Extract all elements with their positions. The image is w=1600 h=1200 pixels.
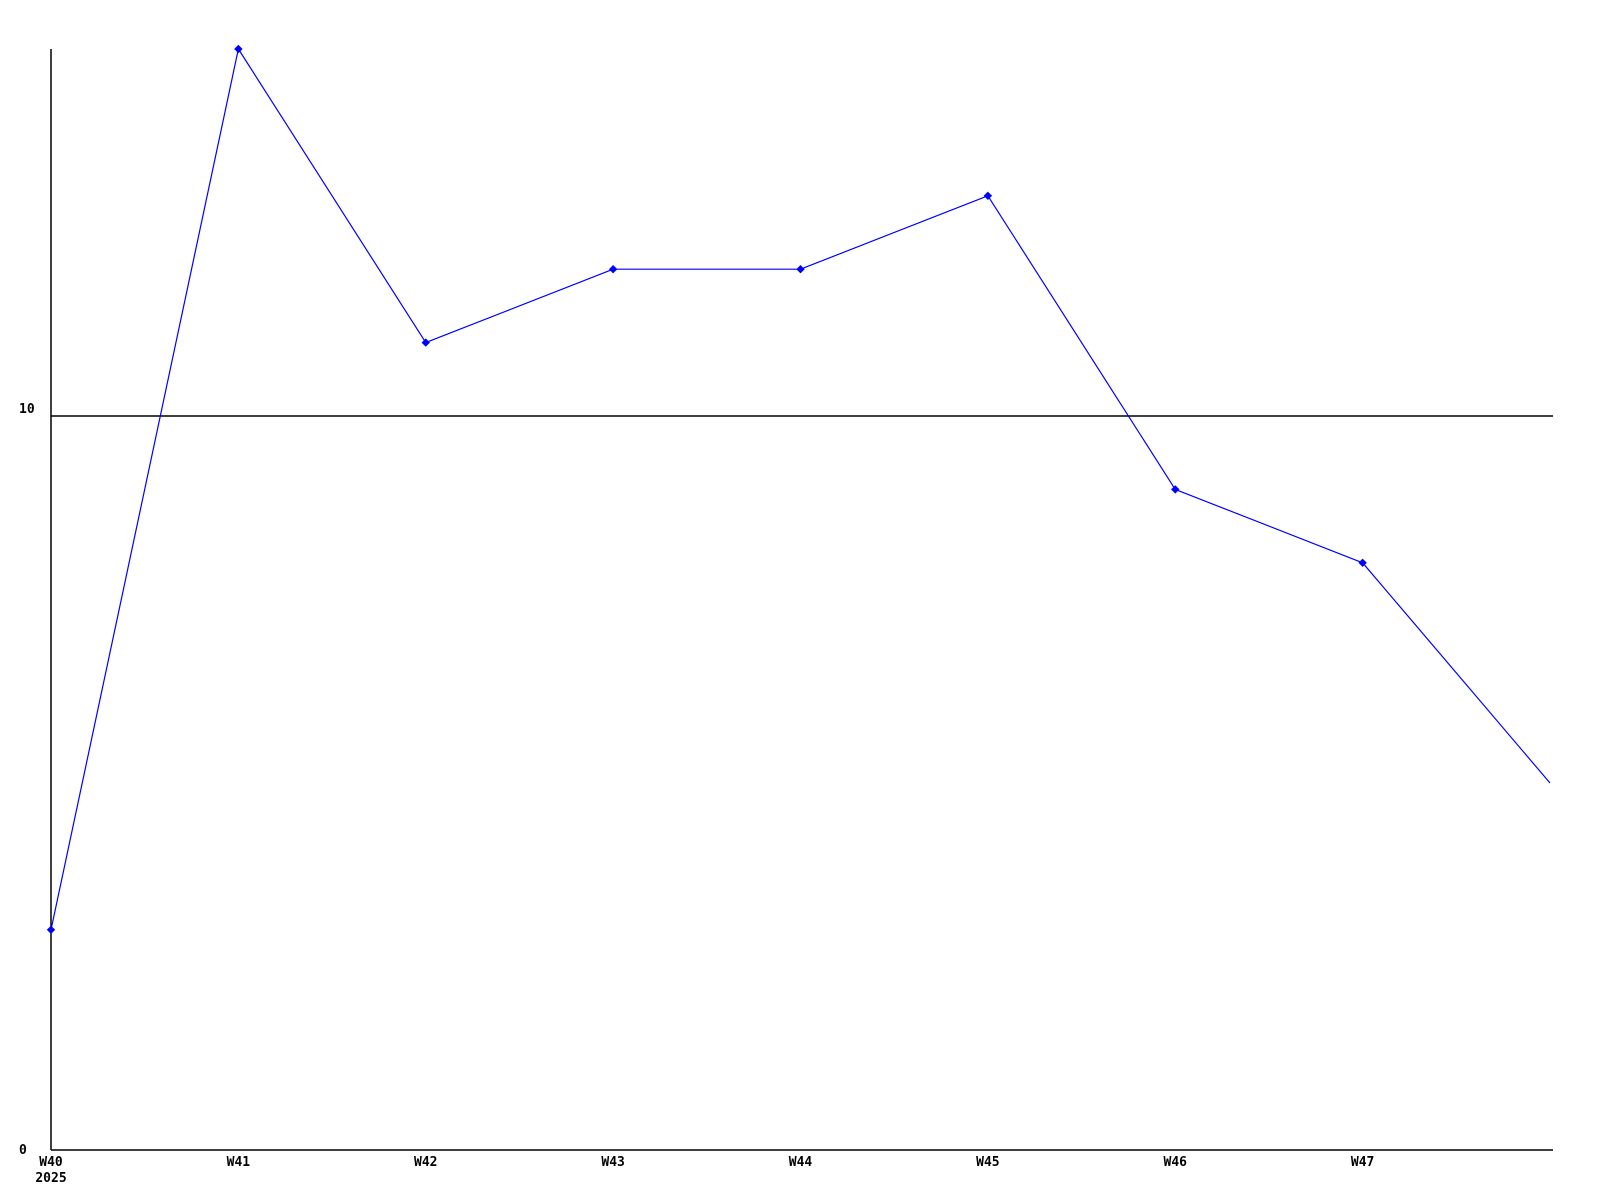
data-point-marker xyxy=(608,264,618,274)
data-point-marker xyxy=(234,44,243,54)
data-point-marker xyxy=(1358,558,1367,568)
data-point-marker xyxy=(796,264,805,274)
x-axis-year-label: 2025 xyxy=(35,1171,66,1186)
data-line xyxy=(50,48,1551,930)
x-tick-label: W42 xyxy=(414,1155,437,1170)
x-tick-label: W47 xyxy=(1351,1155,1374,1170)
y-tick-label: 10 xyxy=(19,402,35,417)
y-tick-label: 0 xyxy=(19,1143,27,1158)
data-point-marker xyxy=(1171,485,1180,494)
x-tick-label: W40 xyxy=(39,1155,63,1170)
data-point-marker xyxy=(983,191,993,201)
x-tick-label: W43 xyxy=(601,1155,624,1170)
x-tick-label: W45 xyxy=(976,1155,999,1170)
x-tick-label: W41 xyxy=(227,1155,251,1170)
x-tick-label: W46 xyxy=(1164,1155,1188,1170)
data-point-marker xyxy=(46,925,56,935)
data-point-marker xyxy=(421,338,430,347)
x-tick-label: W44 xyxy=(789,1155,813,1170)
